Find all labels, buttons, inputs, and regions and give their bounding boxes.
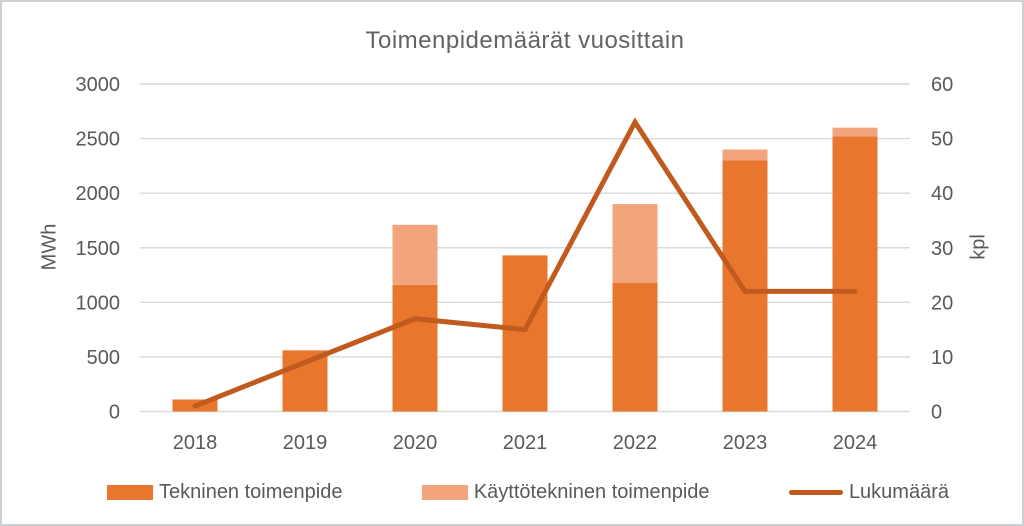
bar-2022-kayttotekninen <box>612 204 658 283</box>
bar-2019-tekninen <box>282 350 328 412</box>
x-tick-2024: 2024 <box>833 432 878 454</box>
y-left-tick-1500: 1500 <box>76 238 121 260</box>
line-lukumaara <box>192 117 858 409</box>
legend-swatch-tekninen <box>107 484 153 500</box>
y-left-tick-500: 500 <box>87 347 120 369</box>
bar-2020-kayttotekninen <box>392 224 438 285</box>
legend-item-lukumaara: Lukumäärä <box>788 480 949 504</box>
x-tick-2021: 2021 <box>503 432 548 454</box>
y-left-tick-3000: 3000 <box>76 74 121 96</box>
bar-2024-kayttotekninen <box>832 127 878 137</box>
bar-2024-tekninen <box>832 136 878 412</box>
y-right-tick-50: 50 <box>931 129 953 151</box>
legend-item-tekninen: Tekninen toimenpide <box>107 481 342 504</box>
chart-title: Toimenpidemäärät vuosittain <box>365 27 685 54</box>
bar-2023-tekninen <box>722 160 768 412</box>
x-tick-2023: 2023 <box>723 432 768 454</box>
bar-2021-tekninen <box>502 255 548 412</box>
x-tick-2022: 2022 <box>613 432 658 454</box>
legend-label-lukumaara: Lukumäärä <box>848 480 949 503</box>
bar-2022-tekninen <box>612 282 658 412</box>
bar-2023-kayttotekninen <box>722 149 768 161</box>
y-right-tick-0: 0 <box>931 402 942 424</box>
x-tick-2020: 2020 <box>393 432 438 454</box>
y-right-tick-40: 40 <box>931 183 953 205</box>
legend: Tekninen toimenpide Käyttötekninen toime… <box>107 479 949 505</box>
y-left-tick-2500: 2500 <box>76 129 121 151</box>
y-right-tick-30: 30 <box>931 238 953 260</box>
y-right-tick-10: 10 <box>931 347 953 369</box>
y-left-tick-2000: 2000 <box>76 183 121 205</box>
y-right-tick-20: 20 <box>931 292 953 314</box>
x-tick-2018: 2018 <box>173 432 218 454</box>
legend-swatch-kayttotekninen <box>421 484 468 500</box>
legend-label-tekninen: Tekninen toimenpide <box>159 480 343 503</box>
y-left-tick-0: 0 <box>109 402 120 424</box>
legend-item-kayttotekninen: Käyttötekninen toimenpide <box>421 480 710 504</box>
y-left-tick-1000: 1000 <box>76 292 121 314</box>
legend-label-kayttotekninen: Käyttötekninen toimenpide <box>473 480 710 503</box>
x-tick-2019: 2019 <box>283 432 328 454</box>
legend-swatch-lukumaara-line <box>788 489 843 495</box>
y-right-tick-60: 60 <box>931 74 953 96</box>
bar-2020-tekninen <box>392 284 438 412</box>
